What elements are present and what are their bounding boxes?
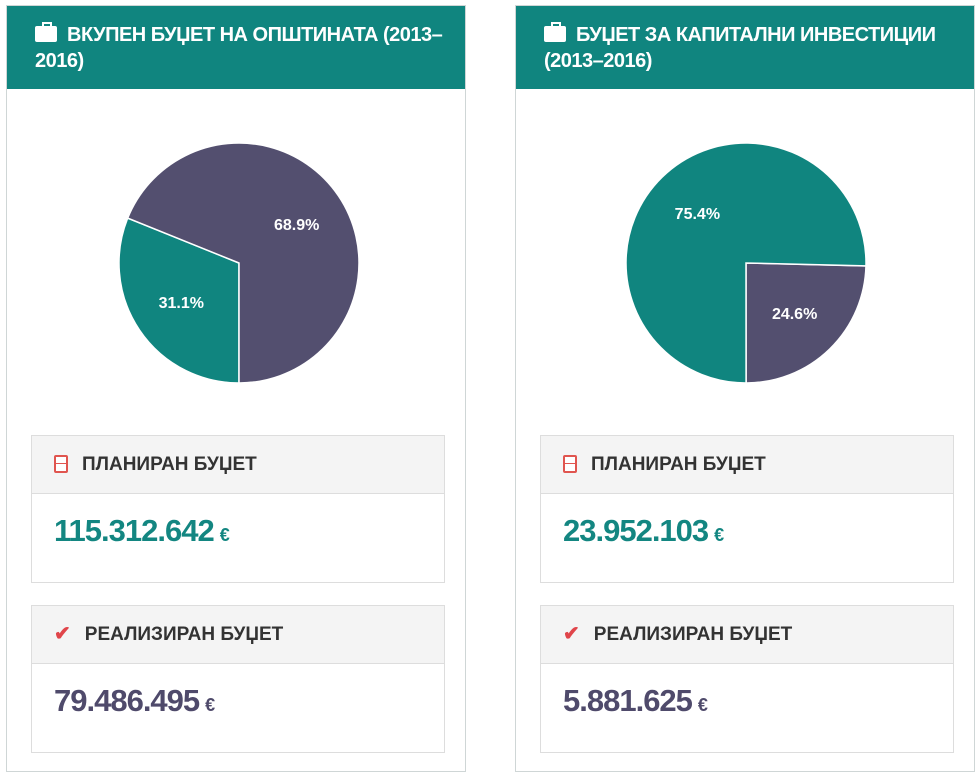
card-header: ВКУПЕН БУЏЕТ НА ОПШТИНАТА (2013–2016) <box>7 6 465 89</box>
planned-budget-box: ПЛАНИРАН БУЏЕТ 115.312.642 € <box>31 435 445 583</box>
currency: € <box>205 695 215 715</box>
pie-slice <box>625 142 867 384</box>
currency: € <box>219 525 230 545</box>
checkmark-icon: ✔ <box>563 623 580 645</box>
capital-investment-card: БУЏЕТ ЗА КАПИТАЛНИ ИНВЕСТИЦИИ (2013–2016… <box>515 5 975 772</box>
checkmark-icon: ✔ <box>54 623 71 645</box>
pie-slice-label: 31.1% <box>159 295 204 312</box>
pie-slice <box>118 217 240 384</box>
planned-value: 23.952.103 <box>563 513 709 548</box>
pie-slice-label: 24.6% <box>772 306 817 323</box>
briefcase-icon <box>544 22 566 42</box>
card-title: ВКУПЕН БУЏЕТ НА ОПШТИНАТА (2013–2016) <box>35 24 443 72</box>
planned-budget-box: ПЛАНИРАН БУЏЕТ 23.952.103 € <box>540 435 954 583</box>
currency: € <box>697 695 708 715</box>
briefcase-icon <box>35 22 57 42</box>
realized-value: 5.881.625 <box>563 683 693 718</box>
pie-chart: 31.1% 68.9% <box>118 142 360 384</box>
realized-budget-box: ✔ РЕАЛИЗИРАН БУЏЕТ 79.486.495 € <box>31 605 445 753</box>
pie-slice-label: 68.9% <box>274 217 319 234</box>
document-icon <box>563 455 577 473</box>
document-icon <box>54 455 68 473</box>
realized-value: 79.486.495 <box>54 683 200 718</box>
card-title: БУЏЕТ ЗА КАПИТАЛНИ ИНВЕСТИЦИИ (2013–2016… <box>544 24 936 72</box>
planned-label: ПЛАНИРАН БУЏЕТ <box>591 454 766 475</box>
total-budget-card: ВКУПЕН БУЏЕТ НА ОПШТИНАТА (2013–2016) 31… <box>6 5 466 772</box>
realized-label: РЕАЛИЗИРАН БУЏЕТ <box>84 624 284 645</box>
pie-slice <box>745 262 867 384</box>
pie-slice-label: 75.4% <box>675 206 720 223</box>
realized-label: РЕАЛИЗИРАН БУЏЕТ <box>593 624 793 645</box>
currency: € <box>714 525 724 545</box>
planned-value: 115.312.642 <box>54 513 215 548</box>
planned-label: ПЛАНИРАН БУЏЕТ <box>82 454 257 475</box>
pie-chart: 24.6% 75.4% <box>625 142 867 384</box>
card-header: БУЏЕТ ЗА КАПИТАЛНИ ИНВЕСТИЦИИ (2013–2016… <box>516 6 974 89</box>
realized-budget-box: ✔ РЕАЛИЗИРАН БУЏЕТ 5.881.625 € <box>540 605 954 753</box>
pie-slice <box>126 142 360 384</box>
